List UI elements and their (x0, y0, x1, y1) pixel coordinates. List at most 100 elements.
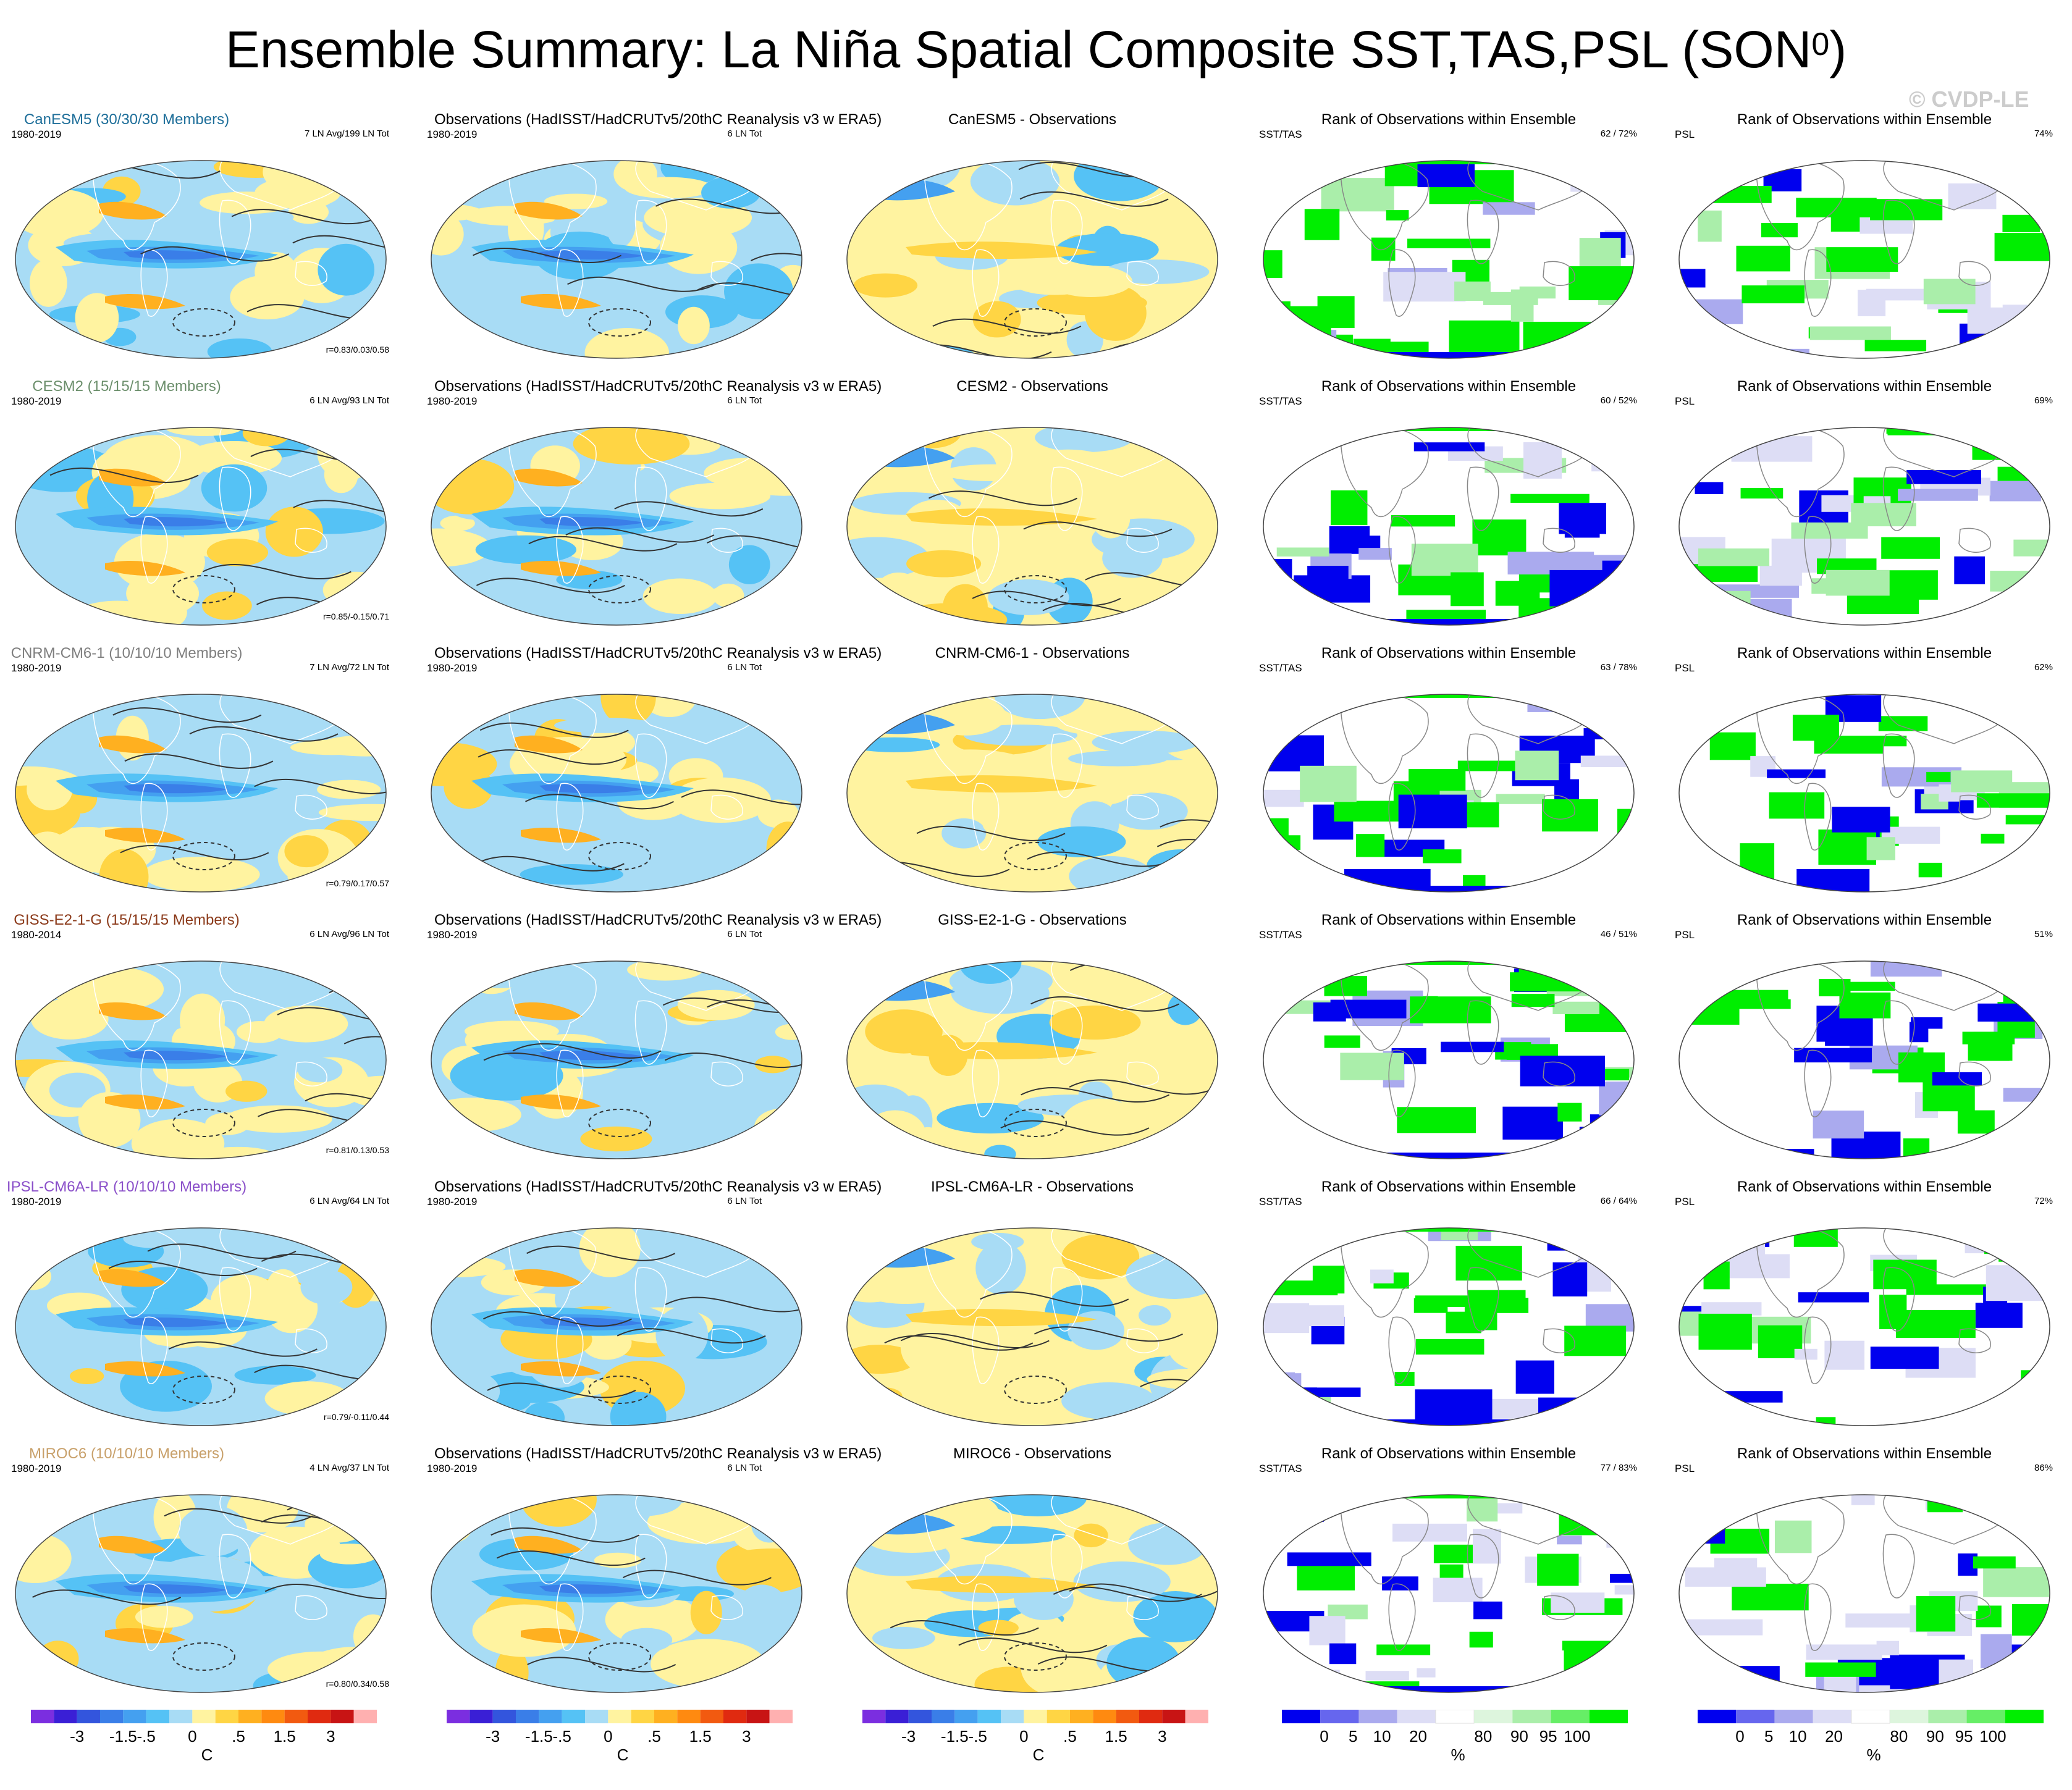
map-rank-psl (1678, 160, 2050, 359)
rank-title: Rank of Observations within Ensemble (1737, 111, 1992, 128)
colorbar-tick: 80 (1474, 1727, 1492, 1746)
colorbar-swatch (238, 1710, 262, 1723)
colorbar-svg: -3 -1.5 -.5 0 .5 1.5 3 C (31, 1710, 377, 1764)
colorbar-tick: 10 (1789, 1727, 1807, 1746)
panel-cnrm-cm6-1-difference: CNRM-CM6-1 - Observations (832, 626, 1233, 893)
colorbar-tick: 1.5 (689, 1727, 712, 1746)
colorbar-tick: -1.5 (109, 1727, 137, 1746)
watermark: © CVDP-LE (1909, 86, 2029, 112)
map-difference (846, 960, 1218, 1159)
panel-cnrm-cm6-1-model-composite: CNRM-CM6-1 (10/10/10 Members) r=0.79/0.17… (0, 626, 402, 893)
rank-percent: 51% (2034, 929, 2053, 939)
rank-title: Rank of Observations within Ensemble (1321, 912, 1577, 928)
colorbar-swatch (700, 1710, 723, 1723)
colorbar-tick: 0 (604, 1727, 612, 1746)
panel-giss-e2-1-g-model-composite: GISS-E2-1-G (15/15/15 Members) r=0.81/0.1… (0, 893, 402, 1160)
colorbar-swatch (77, 1710, 100, 1723)
rank-percent: 46 / 51% (1600, 929, 1637, 939)
colorbar-tick: 90 (1510, 1727, 1528, 1746)
colorbar-swatch (31, 1710, 54, 1723)
map-rank-psl (1678, 1227, 2050, 1426)
pattern-correlation: r=0.80/0.34/0.58 (326, 1679, 389, 1689)
colorbar-swatch (1282, 1710, 1321, 1723)
years-label: 1980-2019 (427, 1463, 478, 1474)
colorbar-swatch (123, 1710, 146, 1723)
colorbar-swatch (1358, 1710, 1397, 1723)
map-rank-sst-tas (1263, 960, 1635, 1159)
colorbar-swatch (1093, 1710, 1116, 1723)
colorbar-tick: -3 (70, 1727, 84, 1746)
colorbar-tick: -.5 (137, 1727, 155, 1746)
map-model-composite (15, 160, 387, 359)
colorbar-swatch (100, 1710, 124, 1723)
temperature-colorbar: -3 -1.5 -.5 0 .5 1.5 3 C (859, 1710, 1218, 1790)
colorbar-tick: 3 (1158, 1727, 1166, 1746)
colorbar-tick: 3 (742, 1727, 751, 1746)
colorbar-swatch (1162, 1710, 1186, 1723)
model-title: CESM2 (15/15/15 Members) (32, 378, 221, 395)
panel-canesm5-model-composite: CanESM5 (30/30/30 Members) r=0.83/0.03/0.… (0, 93, 402, 359)
rank-title: Rank of Observations within Ensemble (1737, 1445, 1992, 1462)
colorbar-swatch (1320, 1710, 1359, 1723)
map-observations (431, 427, 802, 626)
colorbar-unit: % (1866, 1746, 1880, 1764)
ln-count: 6 LN Tot (727, 128, 762, 139)
colorbar-tick: 20 (1825, 1727, 1843, 1746)
colorbar-tick: 0 (1320, 1727, 1328, 1746)
map-observations (431, 160, 802, 359)
colorbar-swatch (516, 1710, 539, 1723)
years-label: 1980-2019 (427, 662, 478, 674)
colorbar-svg: 0 5 10 20 80 90 95 100% (1698, 1710, 2044, 1764)
ln-count: 6 LN Tot (727, 395, 762, 406)
variable-label: SST/TAS (1259, 1463, 1302, 1474)
colorbar-swatch (331, 1710, 354, 1723)
panel-cnrm-cm6-1-rank-sst-tas: Rank of Observations within Ensemble SST/… (1248, 626, 1649, 893)
colorbar-tick: 0 (1019, 1727, 1028, 1746)
rank-percent: 66 / 64% (1600, 1196, 1637, 1206)
pattern-correlation: r=0.81/0.13/0.53 (326, 1145, 389, 1155)
colorbar-tick: .5 (1063, 1727, 1077, 1746)
colorbar-swatch (1551, 1710, 1590, 1723)
colorbar-swatch (492, 1710, 516, 1723)
diff-title: CNRM-CM6-1 - Observations (935, 645, 1130, 662)
diff-title: CanESM5 - Observations (948, 111, 1117, 128)
temperature-colorbar: -3 -1.5 -.5 0 .5 1.5 3 C (444, 1710, 802, 1790)
years-label: 1980-2019 (11, 395, 62, 407)
panel-ipsl-cm6a-lr-rank-psl: Rank of Observations within Ensemble PSL 7… (1664, 1160, 2065, 1427)
colorbar-swatch (1116, 1710, 1139, 1723)
panel-giss-e2-1-g-observations: Observations (HadISST/HadCRUTv5/20thC Re… (416, 893, 882, 1160)
colorbar-swatch (1928, 1710, 1967, 1723)
colorbar-tick: 3 (326, 1727, 335, 1746)
map-rank-psl (1678, 1494, 2050, 1693)
colorbar-swatch (1139, 1710, 1163, 1723)
panel-ipsl-cm6a-lr-observations: Observations (HadISST/HadCRUTv5/20thC Re… (416, 1160, 882, 1427)
pattern-correlation: r=0.85/-0.15/0.71 (322, 611, 389, 621)
colorbar-swatch (1736, 1710, 1775, 1723)
colorbar-tick: 10 (1373, 1727, 1391, 1746)
variable-label: PSL (1675, 395, 1695, 407)
colorbar-swatch (723, 1710, 747, 1723)
map-rank-sst-tas (1263, 160, 1635, 359)
colorbar-swatch (192, 1710, 216, 1723)
map-observations (431, 1494, 802, 1693)
colorbar-swatch (261, 1710, 285, 1723)
map-rank-psl (1678, 427, 2050, 626)
rank-title: Rank of Observations within Ensemble (1737, 378, 1992, 395)
map-rank-sst-tas (1263, 1494, 1635, 1693)
colorbar-swatch (932, 1710, 955, 1723)
map-difference (846, 1227, 1218, 1426)
colorbar-swatch (1474, 1710, 1513, 1723)
map-model-composite (15, 1494, 387, 1693)
colorbar-tick: 0 (188, 1727, 196, 1746)
rank-percent: 63 / 78% (1600, 662, 1637, 673)
model-title: CanESM5 (30/30/30 Members) (23, 111, 230, 128)
variable-label: SST/TAS (1259, 662, 1302, 674)
panel-cnrm-cm6-1-rank-psl: Rank of Observations within Ensemble PSL 6… (1664, 626, 2065, 893)
colorbar-swatch (1774, 1710, 1813, 1723)
variable-label: SST/TAS (1259, 395, 1302, 407)
variable-label: PSL (1675, 1196, 1695, 1208)
panel-canesm5-rank-psl: Rank of Observations within Ensemble PSL 7… (1664, 93, 2065, 359)
obs-title: Observations (HadISST/HadCRUTv5/20thC Re… (434, 1445, 882, 1462)
panel-cesm2-model-composite: CESM2 (15/15/15 Members) r=0.85/-0.15/0.7… (0, 359, 402, 626)
panel-cesm2-difference: CESM2 - Observations (832, 359, 1233, 626)
